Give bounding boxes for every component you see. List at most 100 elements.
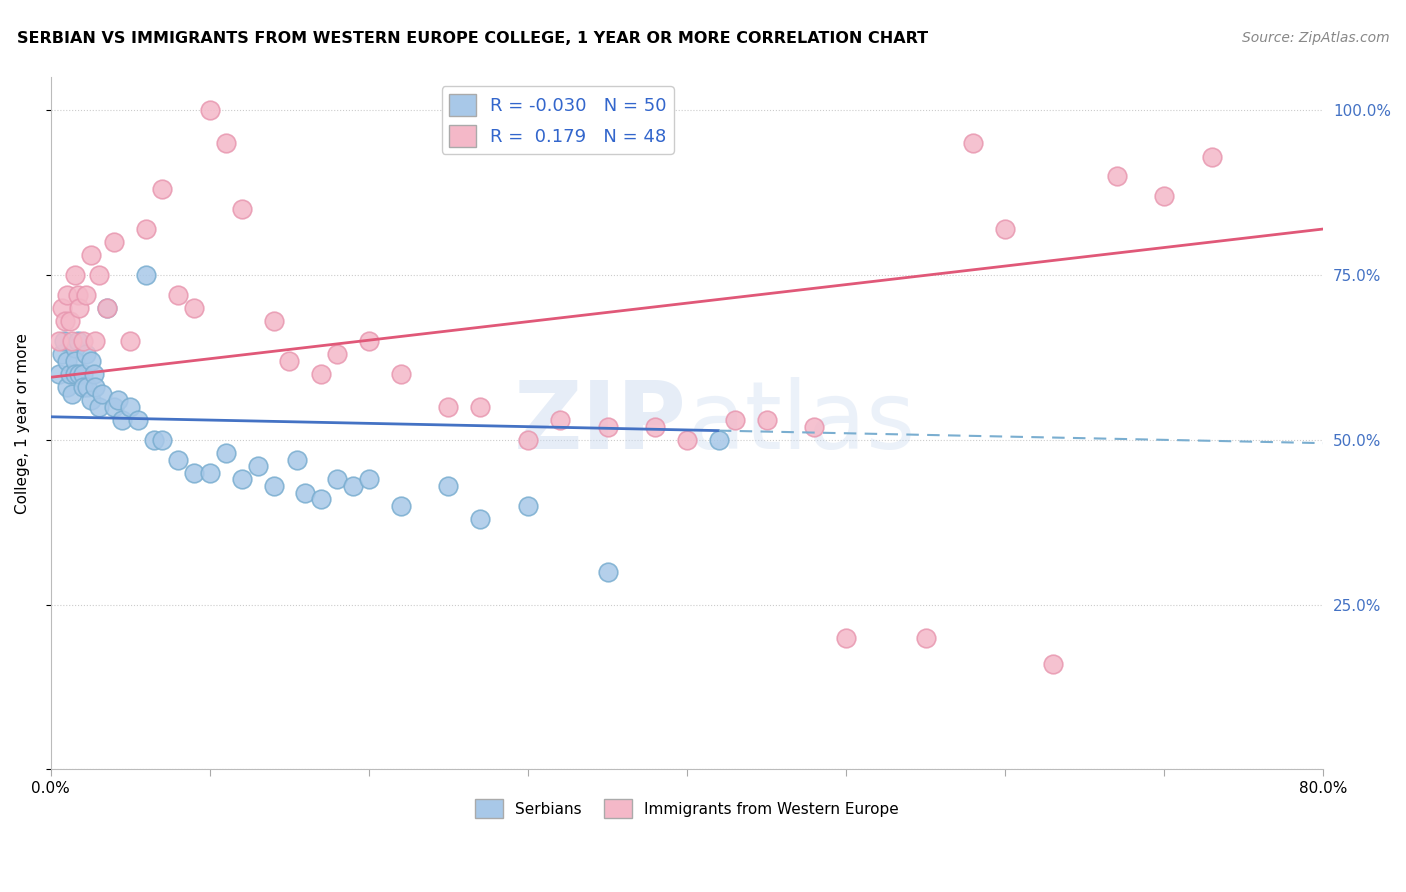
Point [835,631,858,645]
Text: SERBIAN VS IMMIGRANTS FROM WESTERN EUROPE COLLEGE, 1 YEAR OR MORE CORRELATION CH: SERBIAN VS IMMIGRANTS FROM WESTERN EUROP… [17,31,928,46]
Point [59,367,82,381]
Y-axis label: College, 1 year or more: College, 1 year or more [15,333,30,514]
Point [1201,149,1223,163]
Text: Source: ZipAtlas.com: Source: ZipAtlas.com [1241,31,1389,45]
Point [215,136,238,151]
Point [150,433,173,447]
Point [596,419,619,434]
Point [596,565,619,579]
Point [287,452,309,467]
Point [294,485,316,500]
Point [263,479,285,493]
Point [437,400,460,414]
Point [96,301,118,315]
Point [389,499,412,513]
Point [51,301,73,315]
Point [437,479,460,493]
Point [60,334,83,348]
Point [55,380,77,394]
Point [48,367,70,381]
Point [96,301,118,315]
Point [90,386,112,401]
Point [342,479,364,493]
Point [55,288,77,302]
Point [51,347,73,361]
Point [755,413,778,427]
Point [914,631,936,645]
Point [357,472,380,486]
Point [87,268,110,282]
Point [72,380,94,394]
Point [55,353,77,368]
Point [75,347,97,361]
Point [84,334,107,348]
Point [87,400,110,414]
Point [326,472,349,486]
Point [75,288,97,302]
Point [120,334,142,348]
Point [724,413,747,427]
Point [79,353,101,368]
Point [66,288,89,302]
Point [150,182,173,196]
Point [127,413,149,427]
Point [994,222,1017,236]
Point [79,248,101,262]
Point [53,314,76,328]
Point [517,499,540,513]
Point [48,334,70,348]
Point [66,334,89,348]
Text: atlas: atlas [688,377,915,469]
Point [309,367,332,381]
Point [389,367,412,381]
Point [1042,657,1064,671]
Point [79,393,101,408]
Point [107,393,129,408]
Point [1153,189,1175,203]
Point [548,413,571,427]
Point [278,353,301,368]
Point [63,268,86,282]
Point [135,268,157,282]
Legend: Serbians, Immigrants from Western Europe: Serbians, Immigrants from Western Europe [470,793,905,824]
Point [231,472,253,486]
Point [103,400,125,414]
Point [167,288,190,302]
Point [63,367,86,381]
Point [644,419,666,434]
Point [198,103,221,118]
Point [470,512,492,526]
Point [59,314,82,328]
Point [69,301,91,315]
Point [231,202,253,217]
Point [183,301,205,315]
Point [962,136,984,151]
Point [707,433,730,447]
Point [676,433,699,447]
Point [63,341,86,355]
Point [52,334,75,348]
Point [198,466,221,480]
Point [72,334,94,348]
Point [263,314,285,328]
Point [517,433,540,447]
Point [111,413,134,427]
Point [183,466,205,480]
Point [1105,169,1128,184]
Point [357,334,380,348]
Point [309,492,332,507]
Point [84,380,107,394]
Point [72,367,94,381]
Text: ZIP: ZIP [515,377,688,469]
Point [103,235,125,249]
Point [120,400,142,414]
Point [69,367,91,381]
Point [143,433,166,447]
Point [470,400,492,414]
Point [803,419,825,434]
Point [167,452,190,467]
Point [246,459,269,474]
Point [215,446,238,460]
Point [83,367,105,381]
Point [63,353,86,368]
